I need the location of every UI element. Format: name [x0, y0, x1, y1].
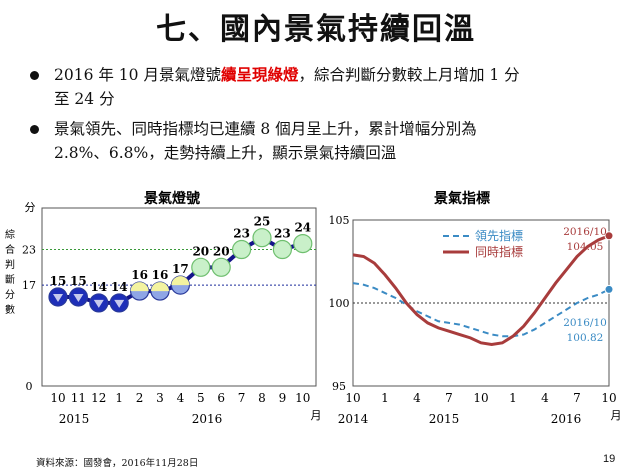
x-tick-label: 4: [413, 391, 421, 405]
leading-index-line: [352, 282, 610, 338]
y-tick-label: 105: [329, 214, 350, 227]
bullet-2-line1: 景氣領先、同時指標均已連續 8 個月呈上升，累計增幅分別為: [54, 120, 477, 138]
signal-light-point: [232, 239, 252, 260]
y-axis-label-char: 合: [5, 243, 15, 256]
signal-score-label: 24: [294, 221, 311, 235]
bullet-dot: [30, 71, 39, 80]
x-tick-label: 12: [91, 391, 106, 405]
signal-light-point: [252, 228, 272, 248]
signal-score-label: 17: [172, 262, 189, 276]
y-tick-label: 95: [332, 380, 346, 393]
x-tick-label: 7: [573, 391, 581, 405]
x-tick-label: 10: [295, 391, 310, 405]
coincident-index-line: [352, 234, 610, 347]
blue-signal-marker: [53, 294, 63, 302]
signal-chart-plot-area: [41, 207, 317, 387]
signal-chart-year-2015: 2015: [59, 412, 90, 426]
index-chart-year-2015: 2015: [429, 412, 460, 426]
y-tick-label: 23: [22, 244, 36, 257]
blue-signal-marker: [114, 299, 125, 308]
signal-score-label: 25: [254, 215, 271, 229]
x-tick-label: 7: [238, 391, 246, 405]
bullet-2-line2: 2.8%、6.8%，走勢持續上升，顯示景氣持續回溫: [54, 144, 397, 162]
signal-chart-y-axis-label: 綜合判斷分數: [5, 228, 15, 316]
x-tick-label: 1: [381, 391, 389, 405]
y-axis-label-char: 綜: [5, 228, 15, 241]
annotation-value: 104.05: [567, 241, 604, 253]
signal-score-label: 15: [70, 274, 87, 288]
series-end-point: [604, 231, 614, 241]
blue-signal-marker: [93, 299, 104, 308]
blue-signal-marker: [73, 294, 84, 302]
x-tick-label: 3: [156, 391, 164, 405]
signal-score-label: 16: [131, 268, 148, 282]
signal-light-point: [272, 239, 292, 260]
signal-score-label: 14: [90, 280, 107, 294]
signal-score-label: 23: [233, 227, 250, 241]
bullet-1-highlight: 續呈現綠燈: [220, 65, 299, 84]
signal-score-label: 20: [213, 244, 230, 258]
bullet-dot: [30, 125, 39, 134]
y-axis-label-char: 判: [5, 259, 15, 271]
x-tick-label: 4: [177, 391, 185, 405]
x-tick-label: 10: [50, 391, 65, 405]
signal-score-label: 16: [152, 268, 169, 282]
index-chart-year-2014: 2014: [338, 412, 369, 426]
y-tick-label: 17: [22, 279, 36, 292]
x-tick-label: 1: [509, 391, 517, 405]
x-tick-label: 8: [258, 391, 266, 405]
signal-chart-title: 景氣燈號: [144, 190, 200, 207]
x-tick-label: 7: [445, 391, 453, 405]
signal-score-label: 14: [111, 280, 128, 294]
bullet-1: 2016 年 10 月景氣燈號續呈現綠燈，綜合判斷分數較上月增加 1 分 至 2…: [30, 63, 620, 113]
x-tick-label: 11: [71, 391, 86, 405]
signal-chart-year-2016: 2016: [192, 412, 223, 426]
x-tick-label: 5: [197, 391, 205, 405]
signal-light-point: [293, 233, 313, 254]
x-tick-label: 6: [217, 391, 225, 405]
page-number: 19: [603, 453, 616, 465]
signal-score-label: 23: [274, 227, 291, 241]
bullet-1-text: 2016 年 10 月景氣燈號續呈現綠燈，綜合判斷分數較上月增加 1 分 至 2…: [54, 63, 520, 111]
x-tick-label: 2: [136, 391, 144, 405]
series-end-point: [604, 284, 614, 294]
signal-score-label: 15: [50, 274, 67, 288]
x-tick-label: 10: [601, 391, 616, 405]
x-tick-label: 10: [345, 391, 360, 405]
page-title: 七、國內景氣持續回溫: [156, 12, 476, 47]
bullet-2-text: 景氣領先、同時指標均已連續 8 個月呈上升，累計增幅分別為 2.8%、6.8%，…: [54, 117, 477, 165]
signal-chart-y-unit: 分: [25, 201, 36, 214]
legend-label: 同時指標: [475, 244, 523, 259]
bullet-2: 景氣領先、同時指標均已連續 8 個月呈上升，累計增幅分別為 2.8%、6.8%，…: [30, 117, 620, 167]
yellow-signal-marker: [171, 276, 190, 286]
signal-light-point: [211, 257, 231, 277]
x-tick-label: 4: [541, 391, 549, 405]
y-axis-label-char: 分: [5, 289, 15, 301]
bullet-1-pre: 2016 年 10 月景氣燈號: [54, 66, 221, 84]
yellow-signal-marker: [151, 282, 169, 292]
signal-chart-x-unit: 月: [311, 409, 321, 422]
legend-label: 領先指標: [475, 228, 523, 243]
signal-light-point: [191, 257, 211, 277]
index-chart-year-2016: 2016: [551, 412, 582, 426]
annotation-date: 2016/10: [563, 317, 607, 329]
annotation-value: 100.82: [567, 332, 604, 344]
source-note: 資料來源：國發會，2016年11月28日: [36, 458, 199, 469]
x-tick-label: 10: [473, 391, 488, 405]
y-tick-label: 100: [329, 297, 350, 310]
bullet-1-post: ，綜合判斷分數較上月增加 1 分: [298, 66, 520, 84]
x-tick-label: 1: [115, 391, 123, 405]
y-axis-label-char: 數: [5, 303, 15, 316]
y-axis-label-char: 斷: [5, 273, 15, 286]
index-chart-title: 景氣指標: [434, 190, 490, 207]
annotation-date: 2016/10: [563, 226, 607, 238]
signal-score-label: 20: [192, 244, 209, 258]
x-tick-label: 9: [279, 391, 287, 405]
bullet-1-line2: 至 24 分: [54, 90, 115, 108]
y-tick-label: 0: [26, 380, 33, 393]
yellow-signal-marker: [130, 282, 149, 292]
index-chart-x-unit: 月: [611, 409, 622, 422]
